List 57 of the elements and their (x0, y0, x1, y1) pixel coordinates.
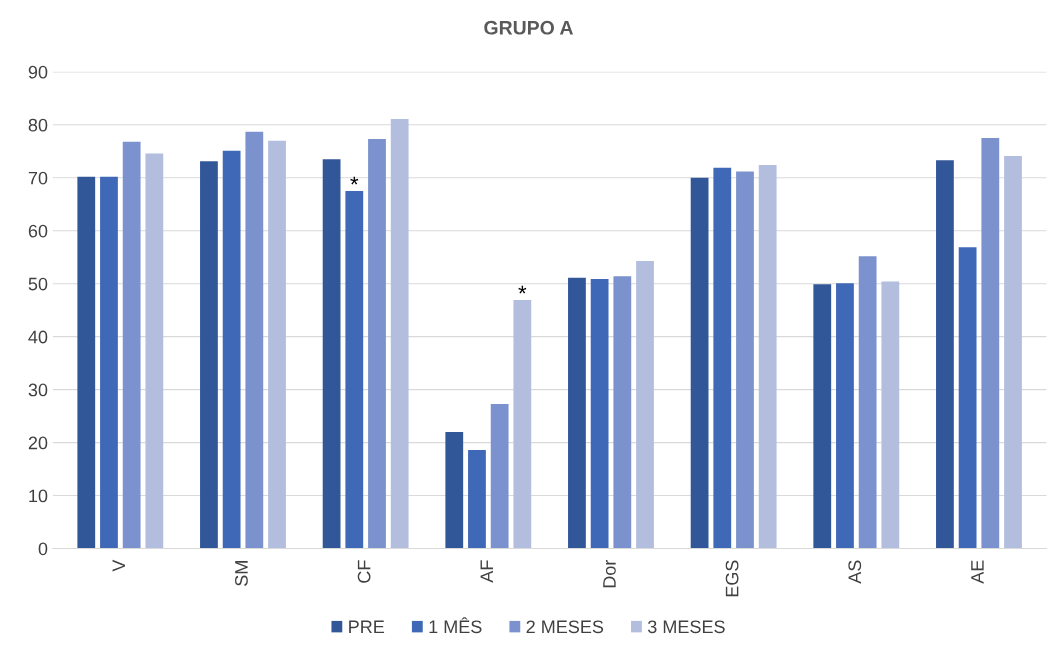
bar (322, 159, 341, 549)
bar (981, 138, 1000, 549)
bar (568, 277, 586, 549)
bar (858, 256, 877, 549)
y-tick-label: 40 (28, 330, 48, 344)
bar (958, 247, 977, 549)
bar (345, 191, 364, 549)
y-tick-label: 50 (28, 277, 48, 291)
bar (936, 160, 954, 549)
bar (245, 131, 264, 549)
bar (468, 450, 486, 549)
y-tick-label: 80 (28, 118, 48, 132)
bar (736, 171, 754, 549)
bar (636, 260, 654, 549)
bar (490, 403, 509, 549)
y-tick-label: 0 (38, 542, 48, 556)
x-tick-label: CF (357, 560, 371, 583)
bar (200, 161, 218, 549)
bar (122, 141, 141, 549)
bar (77, 176, 96, 549)
y-tick-label: 60 (28, 224, 48, 238)
bar (881, 281, 900, 549)
bar (145, 153, 164, 549)
bar (590, 278, 609, 549)
bar (390, 118, 409, 549)
bar (268, 140, 286, 549)
bar (613, 276, 632, 549)
legend-label: 2 MESES (526, 620, 604, 634)
bar (690, 177, 709, 549)
bar (513, 300, 532, 549)
x-tick-label: Dor (603, 559, 616, 588)
legend-label: 3 MESES (647, 620, 725, 634)
x-tick-label: AE (971, 560, 984, 584)
bar (1004, 156, 1022, 549)
x-tick-label: V (112, 559, 125, 572)
bar (222, 150, 241, 549)
bar (445, 432, 464, 549)
bar (368, 139, 386, 549)
bar (836, 283, 854, 549)
x-tick-label: AF (480, 560, 493, 583)
legend-label: 1 MÊS (429, 617, 482, 634)
data-label: * (350, 176, 359, 185)
x-tick-label: EGS (725, 560, 739, 597)
y-tick-label: 10 (29, 489, 48, 503)
bar (758, 165, 777, 549)
bar (713, 167, 732, 549)
y-tick-label: 90 (28, 65, 48, 79)
y-tick-label: 20 (28, 436, 48, 450)
chart-title: GRUPO A (484, 20, 573, 35)
y-tick-label: 30 (28, 383, 48, 397)
x-tick-label: AS (848, 560, 862, 584)
bar (813, 284, 832, 549)
y-tick-label: 70 (28, 171, 48, 185)
legend-label: PRE (349, 620, 385, 633)
bar (100, 176, 118, 549)
x-tick-label: SM (235, 561, 248, 586)
data-label: * (518, 285, 527, 294)
